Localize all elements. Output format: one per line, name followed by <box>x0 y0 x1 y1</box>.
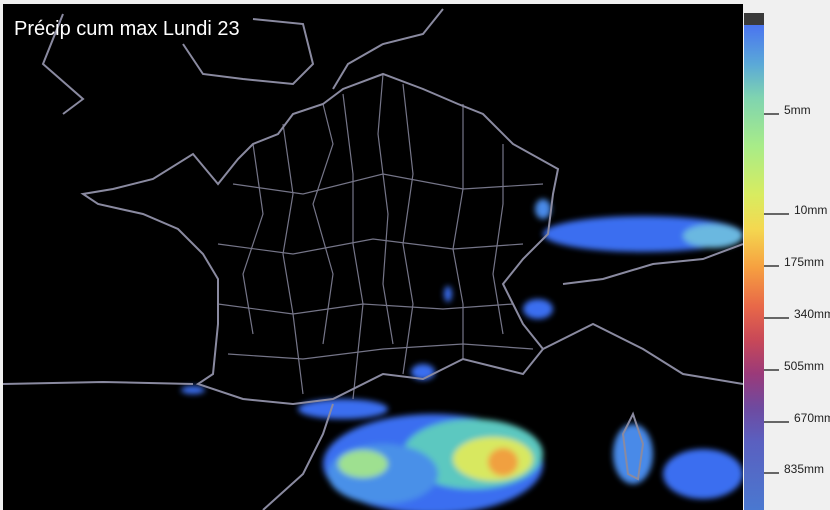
legend-label: 505mm <box>784 359 825 373</box>
legend-tick <box>764 213 789 215</box>
map-title: Précip cum max Lundi 23 <box>14 18 240 40</box>
legend-tick <box>764 113 779 115</box>
legend-tick <box>764 421 789 423</box>
color-scale-gradient <box>744 25 764 510</box>
department-borders <box>217 73 544 400</box>
legend-label: 670mm <box>794 411 830 425</box>
legend-tick <box>764 265 779 267</box>
legend-label: 835mm <box>784 462 825 476</box>
legend-tick <box>764 317 789 319</box>
country-borders <box>3 8 743 510</box>
color-scale-bar <box>744 13 764 510</box>
precipitation-map[interactable]: Précip cum max Lundi 23 <box>3 4 743 510</box>
legend-label: 5mm <box>784 103 811 117</box>
legend-label: 175mm <box>784 255 825 269</box>
legend-label: 10mm <box>794 203 828 217</box>
legend-tick <box>764 472 779 474</box>
legend-tick <box>764 369 779 371</box>
legend-label: 340mm <box>794 307 830 321</box>
map-canvas <box>3 8 743 510</box>
precipitation-field <box>181 199 743 510</box>
color-scale-cap <box>744 13 764 25</box>
